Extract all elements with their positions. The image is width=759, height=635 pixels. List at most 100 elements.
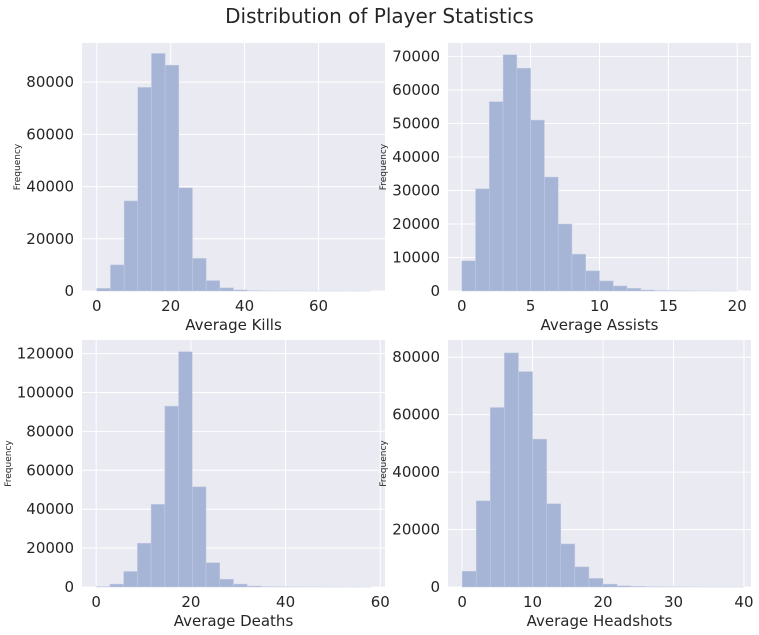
panel-4-histogram-bar: [475, 500, 491, 588]
panel-1-x-tick-label: 0: [92, 297, 102, 315]
panel-2-histogram-bar: [654, 290, 669, 292]
panel-4-histogram-bar: [560, 543, 576, 588]
panel-2-y-tick-label: 50000: [392, 114, 440, 132]
panel-4-histogram-bar: [574, 566, 590, 588]
panel-1-histogram-bar: [110, 264, 125, 292]
panel-4-y-tick-label: 60000: [392, 406, 440, 424]
panel-1-histogram-bar: [205, 280, 221, 292]
panel-4-y-tick-label: 20000: [392, 521, 440, 539]
panel-2-y-tick-label: 70000: [392, 47, 440, 65]
panel-2-x-tick-label: 5: [526, 297, 536, 315]
panel-3-y-tick-label: 80000: [26, 422, 74, 440]
figure-title: Distribution of Player Statistics: [225, 4, 534, 28]
panel-3-histogram-bar: [164, 405, 179, 588]
panel-2-histogram-bar: [502, 54, 518, 292]
panel-2-x-tick-label: 0: [457, 297, 467, 315]
panel-4-x-tick-label: 10: [523, 593, 542, 611]
panel-1-x-tick-label: 40: [235, 297, 254, 315]
panel-1-histogram-bar: [137, 87, 152, 292]
panel-2-y-tick-label: 40000: [392, 148, 440, 166]
panel-3-histogram-bar: [137, 542, 152, 588]
panel-3-x-tick-label: 20: [181, 593, 200, 611]
panel-3-x-tick-label: 60: [371, 593, 390, 611]
panel-1-y-tick-label: 40000: [26, 178, 74, 196]
panel-4-histogram-bar: [630, 586, 646, 588]
panel-1-x-tick-label: 20: [161, 297, 180, 315]
panel-2-histogram-bar: [626, 288, 642, 292]
panel-1-histogram-bar: [192, 258, 207, 292]
panel-2-histogram-bar: [475, 188, 490, 292]
panel-2-y-tick-label: 0: [430, 282, 440, 300]
panel-1-histogram-bar: [164, 64, 180, 292]
panel-2-histogram-bar: [571, 253, 586, 292]
panel-4-x-tick-label: 30: [664, 593, 683, 611]
panel-3-histogram-bar: [246, 585, 262, 588]
panel-1-y-tick-label: 80000: [26, 73, 74, 91]
panel-4-y-tick-label: 40000: [392, 463, 440, 481]
panel-4-x-axis-label: Average Headshots: [527, 612, 673, 630]
panel-3-histogram-bar: [205, 562, 221, 588]
panel-3-y-tick-label: 120000: [17, 345, 74, 363]
panel-3-histogram-bar: [109, 583, 124, 588]
panel-4-histogram-bar: [546, 503, 561, 588]
panel-4-histogram-bar: [504, 352, 519, 588]
panel-3-x-axis-label: Average Deaths: [174, 612, 294, 630]
panel-3-y-tick-label: 40000: [26, 500, 74, 518]
panel-2-x-axis-label: Average Assists: [541, 316, 659, 334]
panel-4-histogram-bar: [588, 578, 604, 588]
panel-4-y-tick-label: 80000: [392, 348, 440, 366]
panel-3-x-tick-label: 40: [276, 593, 295, 611]
panel-3-y-tick-label: 20000: [26, 539, 74, 557]
panel-1-y-tick-label: 20000: [26, 230, 74, 248]
panel-1-histogram-bar: [151, 53, 166, 292]
panel-2-x-tick-label: 15: [659, 297, 678, 315]
panel-4-x-tick-label: 20: [593, 593, 612, 611]
panel-3-histogram-bar: [178, 351, 193, 588]
panel-4-histogram-bar: [532, 438, 547, 588]
panel-2-histogram-bar: [557, 223, 573, 292]
panel-1-histogram-bar: [219, 287, 234, 292]
panel-1-histogram-bar: [96, 288, 111, 292]
panel-2-y-tick-label: 30000: [392, 181, 440, 199]
panel-2-y-tick-label: 60000: [392, 81, 440, 99]
panel-1-x-axis-label: Average Kills: [185, 316, 282, 334]
panel-3-y-axis-label: Frequency: [4, 440, 14, 487]
panel-1-histogram-bar: [178, 187, 193, 292]
panel-2-histogram-bar: [585, 270, 600, 292]
panel-2-histogram-bar: [613, 285, 628, 292]
panel-3-histogram-bar: [123, 571, 138, 588]
panel-1-x-tick-label: 60: [309, 297, 328, 315]
panel-3-histogram-bar: [219, 578, 234, 588]
panel-3-histogram-bar: [192, 486, 207, 588]
panel-3-y-tick-label: 0: [64, 578, 74, 596]
panel-2-histogram-bar: [544, 176, 559, 292]
panel-3-histogram-bar: [233, 583, 248, 588]
panel-4-y-axis-label: Frequency: [379, 440, 389, 487]
panel-3-plot-area: [82, 340, 385, 587]
panel-1-y-tick-label: 60000: [26, 125, 74, 143]
panel-2-x-tick-label: 10: [590, 297, 609, 315]
panel-2-histogram-bar: [530, 119, 545, 292]
panel-1-histogram-bar: [123, 200, 139, 292]
panel-3-y-tick-label: 60000: [26, 461, 74, 479]
panel-2-y-tick-label: 10000: [392, 248, 440, 266]
panel-4-histogram-bar: [461, 570, 477, 588]
panel-3-histogram-bar: [150, 504, 166, 588]
panel-2-histogram-bar: [599, 280, 614, 292]
panel-2-histogram-bar: [461, 260, 476, 292]
panel-4-histogram-bar: [602, 583, 618, 588]
panel-2-histogram-bar: [640, 289, 655, 292]
panel-1-y-axis-label: Frequency: [13, 143, 23, 190]
panel-4-histogram-bar: [616, 585, 632, 588]
panel-3-y-tick-label: 100000: [17, 384, 74, 402]
panel-2-y-axis-label: Frequency: [379, 143, 389, 190]
panel-4-x-tick-label: 0: [457, 593, 467, 611]
panel-3-x-tick-label: 0: [91, 593, 101, 611]
panel-2-histogram-bar: [489, 101, 504, 292]
panel-2-x-tick-label: 20: [728, 297, 747, 315]
panel-2-histogram-bar: [516, 67, 531, 292]
panel-2-y-tick-label: 20000: [392, 215, 440, 233]
panel-1-histogram-bar: [233, 289, 248, 292]
panel-4-y-tick-label: 0: [430, 578, 440, 596]
